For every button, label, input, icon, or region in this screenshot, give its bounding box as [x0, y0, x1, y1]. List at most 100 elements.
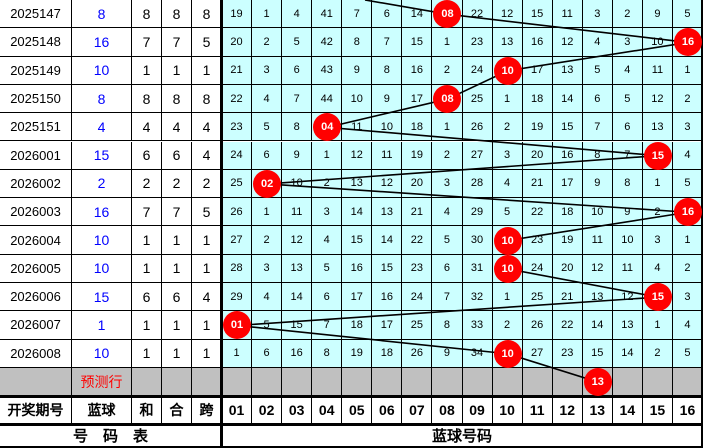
cell-hz: 6 — [162, 283, 192, 312]
cell-hz: 8 — [162, 84, 192, 114]
cell-blue: 10 — [72, 226, 132, 255]
grid-cell: 23 — [522, 226, 553, 255]
grid-cell: 20 — [222, 28, 253, 57]
grid-cell: 21 — [552, 283, 583, 312]
cell-he: 7 — [132, 198, 162, 227]
grid-cell: 23 — [552, 339, 583, 368]
grid-cell: 13 — [282, 254, 313, 283]
grid-cell: 9 — [612, 198, 643, 227]
grid-cell: 24 — [462, 56, 493, 85]
cell-issue: 2026004 — [0, 226, 72, 255]
blue-ball-marker: 10 — [493, 339, 522, 368]
grid-cell: 16 — [522, 28, 553, 57]
grid-cell: 16 — [282, 339, 313, 368]
cell-issue: 2026002 — [0, 169, 72, 199]
grid-cell: 12 — [492, 0, 523, 29]
grid-cell: 4 — [672, 311, 703, 340]
grid-cell: 2 — [672, 84, 703, 114]
grid-cell: 4 — [312, 226, 343, 255]
grid-cell: 5 — [282, 28, 313, 57]
grid-cell: 7 — [582, 113, 613, 142]
header-col: 02 — [252, 396, 283, 425]
prediction-grid-cell — [672, 367, 703, 397]
grid-cell: 3 — [492, 141, 523, 170]
prediction-cell — [162, 367, 192, 397]
grid-cell: 5 — [492, 198, 523, 227]
grid-cell: 16 — [552, 141, 583, 170]
grid-cell: 2 — [252, 226, 283, 255]
cell-blue: 10 — [72, 254, 132, 283]
grid-cell: 4 — [672, 141, 703, 170]
prediction-grid-cell — [222, 367, 253, 397]
grid-cell: 6 — [582, 84, 613, 114]
cell-he: 6 — [132, 141, 162, 170]
blue-ball-marker: 01 — [223, 311, 252, 340]
grid-cell: 4 — [492, 169, 523, 199]
grid-cell: 1 — [312, 141, 343, 170]
cell-issue: 2025151 — [0, 113, 72, 142]
grid-cell: 2 — [642, 198, 673, 227]
grid-cell: 14 — [552, 84, 583, 114]
header-col: 04 — [312, 396, 343, 425]
grid-cell: 14 — [342, 198, 373, 227]
grid-cell: 43 — [312, 56, 343, 85]
cell-he: 1 — [132, 226, 162, 255]
grid-cell: 11 — [282, 198, 313, 227]
cell-hz: 7 — [162, 28, 192, 57]
grid-cell: 27 — [222, 226, 253, 255]
cell-issue: 2025149 — [0, 56, 72, 85]
grid-cell: 7 — [612, 141, 643, 170]
grid-cell: 14 — [282, 283, 313, 312]
cell-hz: 4 — [162, 113, 192, 142]
grid-cell: 26 — [462, 113, 493, 142]
footer-number-table: 号 码 表 — [0, 424, 222, 448]
grid-cell: 5 — [252, 113, 283, 142]
grid-cell: 22 — [222, 84, 253, 114]
grid-cell: 18 — [402, 113, 433, 142]
cell-hz: 7 — [162, 198, 192, 227]
divider — [0, 395, 703, 399]
grid-cell: 9 — [342, 56, 373, 85]
grid-cell: 22 — [522, 198, 553, 227]
grid-cell: 13 — [342, 169, 373, 199]
cell-blue: 10 — [72, 56, 132, 85]
prediction-grid-cell — [282, 367, 313, 397]
grid-cell: 19 — [552, 226, 583, 255]
grid-cell: 3 — [582, 0, 613, 29]
grid-cell: 8 — [372, 56, 403, 85]
blue-ball-marker: 02 — [253, 169, 282, 198]
grid-cell: 9 — [282, 141, 313, 170]
grid-cell: 3 — [252, 56, 283, 85]
grid-cell: 17 — [522, 56, 553, 85]
grid-cell: 1 — [252, 198, 283, 227]
grid-cell: 25 — [522, 283, 553, 312]
grid-cell: 22 — [552, 311, 583, 340]
cell-kua: 1 — [192, 226, 222, 255]
blue-ball-marker: 15 — [643, 283, 672, 312]
grid-cell: 28 — [222, 254, 253, 283]
header-col: 11 — [522, 396, 553, 425]
grid-cell: 8 — [612, 169, 643, 199]
grid-cell: 5 — [312, 254, 343, 283]
cell-issue: 2026003 — [0, 198, 72, 227]
grid-cell: 13 — [582, 283, 613, 312]
grid-cell: 19 — [402, 141, 433, 170]
grid-cell: 25 — [462, 84, 493, 114]
grid-cell: 6 — [252, 141, 283, 170]
grid-cell: 24 — [522, 254, 553, 283]
header-hz: 合 — [162, 396, 192, 425]
grid-cell: 12 — [342, 141, 373, 170]
grid-cell: 32 — [462, 283, 493, 312]
grid-cell: 34 — [462, 339, 493, 368]
grid-cell: 17 — [402, 84, 433, 114]
grid-cell: 30 — [462, 226, 493, 255]
grid-cell: 8 — [432, 311, 463, 340]
prediction-cell — [132, 367, 162, 397]
grid-cell: 10 — [612, 226, 643, 255]
grid-cell: 2 — [492, 311, 523, 340]
grid-cell: 21 — [222, 56, 253, 85]
prediction-grid-cell — [612, 367, 643, 397]
grid-cell: 6 — [312, 283, 343, 312]
grid-cell: 2 — [642, 339, 673, 368]
header-col: 01 — [222, 396, 253, 425]
